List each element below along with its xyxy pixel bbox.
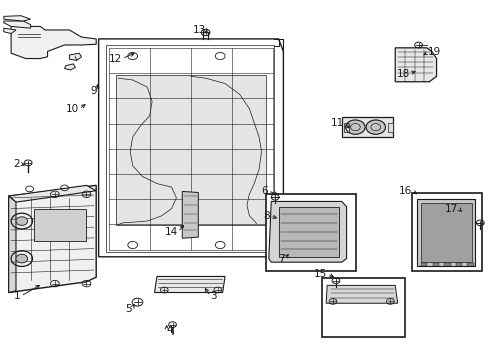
Polygon shape [4, 16, 30, 21]
Polygon shape [278, 207, 339, 257]
Polygon shape [4, 21, 30, 28]
Text: 4: 4 [166, 325, 173, 335]
Bar [322, 278, 404, 337]
Polygon shape [394, 48, 436, 82]
Polygon shape [99, 39, 283, 257]
Polygon shape [9, 185, 96, 202]
Bar [344, 123, 348, 132]
Circle shape [16, 217, 28, 225]
Bar [443, 263, 450, 266]
Polygon shape [116, 75, 266, 225]
Text: 17: 17 [444, 203, 458, 213]
Polygon shape [268, 202, 346, 262]
Polygon shape [182, 192, 198, 238]
Text: 6: 6 [261, 186, 267, 196]
Text: 2: 2 [13, 159, 20, 169]
Text: 11: 11 [330, 118, 344, 128]
Polygon shape [4, 28, 16, 33]
Text: 15: 15 [313, 269, 326, 279]
Bar [266, 194, 356, 271]
Bar [455, 263, 461, 266]
Polygon shape [64, 64, 75, 70]
Text: 12: 12 [108, 54, 122, 64]
Polygon shape [9, 185, 96, 293]
Bar [341, 117, 392, 137]
Text: 1: 1 [14, 291, 21, 301]
Polygon shape [34, 208, 86, 241]
Text: 13: 13 [192, 25, 205, 35]
Polygon shape [9, 196, 16, 293]
Polygon shape [69, 53, 81, 60]
Text: 5: 5 [125, 303, 131, 314]
Text: 19: 19 [427, 47, 441, 57]
Bar [411, 193, 481, 271]
Polygon shape [325, 285, 397, 303]
Text: 3: 3 [210, 291, 217, 301]
Polygon shape [154, 276, 224, 293]
Circle shape [345, 120, 365, 134]
Text: 10: 10 [66, 104, 79, 114]
Bar [387, 123, 392, 132]
Text: 18: 18 [396, 68, 409, 78]
Text: 7: 7 [278, 253, 285, 264]
Text: 9: 9 [90, 86, 97, 96]
Polygon shape [11, 26, 96, 59]
Text: 8: 8 [263, 211, 270, 221]
Circle shape [16, 254, 28, 263]
Bar [466, 263, 472, 266]
Bar [420, 263, 427, 266]
Polygon shape [416, 199, 474, 266]
Bar [432, 263, 439, 266]
Polygon shape [420, 203, 470, 262]
Circle shape [366, 120, 385, 134]
Text: 14: 14 [164, 227, 178, 237]
Text: 16: 16 [398, 186, 411, 196]
